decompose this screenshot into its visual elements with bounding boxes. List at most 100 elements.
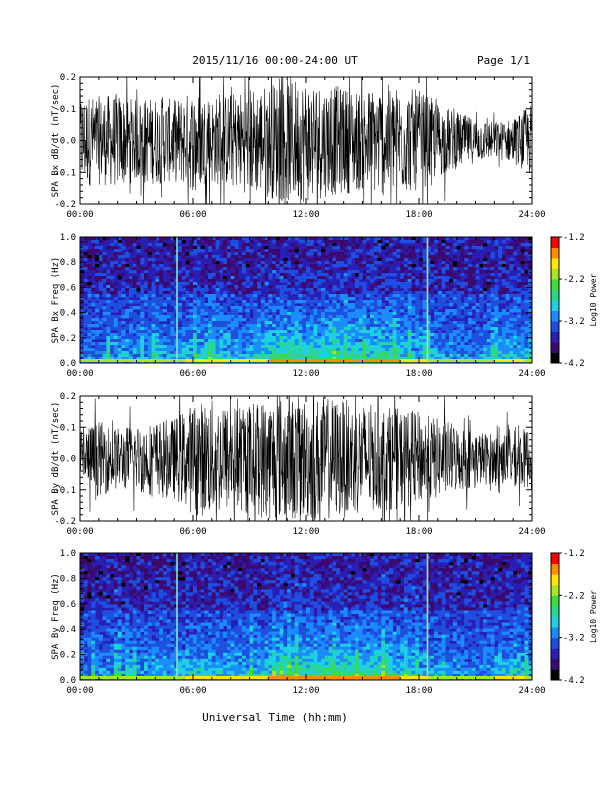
heatmap-cell <box>182 354 186 357</box>
heatmap-cell <box>182 321 186 324</box>
heatmap-cell <box>170 644 174 647</box>
heatmap-cell <box>464 351 468 354</box>
heatmap-cell <box>88 291 92 294</box>
heatmap-cell <box>509 285 513 288</box>
heatmap-cell <box>152 303 156 306</box>
heatmap-cell <box>460 264 464 267</box>
heatmap-cell <box>242 252 246 255</box>
heatmap-cell <box>351 330 355 333</box>
heatmap-cell <box>129 345 133 348</box>
heatmap-cell <box>144 671 148 674</box>
heatmap-cell <box>250 342 254 345</box>
heatmap-cell <box>298 345 302 348</box>
heatmap-cell <box>99 240 103 243</box>
heatmap-cell <box>419 354 423 357</box>
heatmap-cell <box>129 270 133 273</box>
heatmap-cell <box>423 324 427 327</box>
heatmap-cell <box>129 607 133 610</box>
heatmap-cell <box>287 264 291 267</box>
heatmap-cell <box>193 306 197 309</box>
heatmap-cell <box>121 598 125 601</box>
heatmap-cell <box>283 258 287 261</box>
heatmap-cell <box>103 327 107 330</box>
heatmap-cell <box>325 339 329 342</box>
heatmap-cell <box>159 345 163 348</box>
heatmap-cell <box>204 318 208 321</box>
heatmap-cell <box>137 282 141 285</box>
heatmap-cell <box>133 285 137 288</box>
heatmap-cell <box>329 273 333 276</box>
heatmap-cell <box>423 321 427 324</box>
heatmap-cell <box>302 294 306 297</box>
heatmap-cell <box>118 620 122 623</box>
heatmap-cell <box>359 318 363 321</box>
heatmap-cell <box>306 315 310 318</box>
heatmap-cell <box>442 324 446 327</box>
heatmap-cell <box>261 312 265 315</box>
heatmap-cell <box>152 285 156 288</box>
heatmap-cell <box>80 288 84 291</box>
heatmap-cell <box>246 255 250 258</box>
heatmap-cell <box>148 635 152 638</box>
heatmap-cell <box>442 237 446 240</box>
heatmap-cell <box>234 237 238 240</box>
heatmap-cell <box>366 312 370 315</box>
heatmap-cell <box>487 252 491 255</box>
heatmap-cell <box>468 348 472 351</box>
heatmap-cell <box>201 354 205 357</box>
heatmap-cell <box>140 659 144 662</box>
heatmap-cell <box>321 276 325 279</box>
heatmap-cell <box>329 351 333 354</box>
heatmap-cell <box>133 641 137 644</box>
heatmap-cell <box>95 276 99 279</box>
heatmap-cell <box>423 240 427 243</box>
heatmap-cell <box>310 354 314 357</box>
heatmap-cell <box>509 261 513 264</box>
heatmap-cell <box>302 318 306 321</box>
heatmap-cell <box>487 345 491 348</box>
heatmap-cell <box>378 243 382 246</box>
heatmap-cell <box>355 324 359 327</box>
y-tick-label: 0.6 <box>60 283 76 293</box>
heatmap-cell <box>238 297 242 300</box>
heatmap-cell <box>374 330 378 333</box>
heatmap-cell <box>325 306 329 309</box>
heatmap-cell <box>152 662 156 665</box>
heatmap-cell <box>121 565 125 568</box>
heatmap-cell <box>396 309 400 312</box>
heatmap-cell <box>88 656 92 659</box>
heatmap-cell <box>178 571 182 574</box>
heatmap-cell <box>114 336 118 339</box>
heatmap-cell <box>366 306 370 309</box>
heatmap-cell <box>99 252 103 255</box>
heatmap-cell <box>344 315 348 318</box>
heatmap-cell <box>140 668 144 671</box>
heatmap-cell <box>88 267 92 270</box>
heatmap-cell <box>110 568 114 571</box>
heatmap-cell <box>494 267 498 270</box>
low-freq-band <box>272 359 276 362</box>
heatmap-cell <box>411 237 415 240</box>
heatmap-cell <box>506 342 510 345</box>
heatmap-cell <box>464 333 468 336</box>
heatmap-cell <box>438 345 442 348</box>
heatmap-cell <box>378 354 382 357</box>
heatmap-cell <box>246 264 250 267</box>
low-freq-band <box>182 359 186 362</box>
heatmap-cell <box>419 306 423 309</box>
heatmap-cell <box>344 354 348 357</box>
heatmap-cell <box>491 321 495 324</box>
heatmap-cell <box>351 324 355 327</box>
heatmap-cell <box>332 315 336 318</box>
heatmap-cell <box>487 240 491 243</box>
heatmap-cell <box>129 641 133 644</box>
heatmap-cell <box>430 303 434 306</box>
heatmap-cell <box>302 279 306 282</box>
heatmap-cell <box>276 303 280 306</box>
heatmap-cell <box>212 354 216 357</box>
heatmap-cell <box>155 583 159 586</box>
heatmap-cell <box>359 321 363 324</box>
heatmap-cell <box>302 321 306 324</box>
heatmap-cell <box>129 300 133 303</box>
heatmap-cell <box>524 291 528 294</box>
